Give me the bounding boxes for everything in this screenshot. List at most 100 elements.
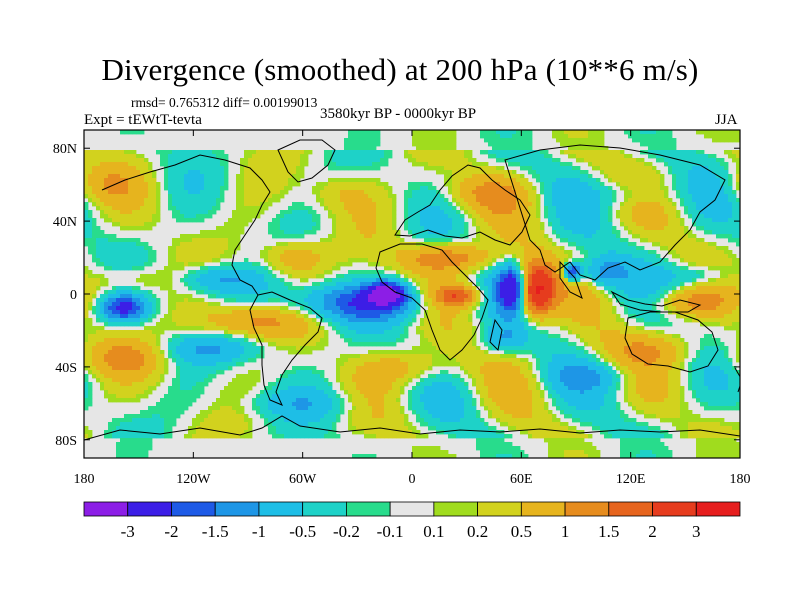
field-cell: [248, 262, 253, 267]
field-cell: [488, 238, 493, 243]
field-cell: [588, 246, 593, 251]
field-cell: [636, 158, 641, 163]
field-cell: [104, 190, 109, 195]
field-cell: [564, 190, 569, 195]
field-cell: [512, 158, 517, 163]
field-cell: [656, 202, 661, 207]
field-cell: [588, 162, 593, 167]
field-cell: [400, 258, 405, 263]
field-cell: [276, 186, 281, 191]
field-cell: [92, 226, 97, 231]
field-cell: [104, 202, 109, 207]
field-cell: [348, 246, 353, 251]
field-cell: [588, 194, 593, 199]
field-cell: [412, 194, 417, 199]
field-cell: [388, 274, 393, 279]
field-cell: [500, 282, 505, 287]
field-cell: [200, 270, 205, 275]
field-cell: [564, 274, 569, 279]
field-cell: [524, 274, 529, 279]
field-cell: [404, 214, 409, 219]
field-cell: [644, 278, 649, 283]
field-cell: [212, 178, 217, 183]
field-cell: [116, 238, 121, 243]
field-cell: [180, 206, 185, 211]
field-cell: [524, 286, 529, 291]
field-cell: [120, 182, 125, 187]
field-cell: [696, 154, 701, 159]
field-cell: [292, 218, 297, 223]
field-cell: [356, 214, 361, 219]
field-cell: [368, 198, 373, 203]
field-cell: [304, 218, 309, 223]
field-cell: [652, 230, 657, 235]
field-cell: [704, 246, 709, 251]
field-cell: [252, 278, 257, 283]
field-cell: [528, 262, 533, 267]
field-cell: [92, 202, 97, 207]
field-cell: [296, 174, 301, 179]
field-cell: [604, 162, 609, 167]
field-cell: [144, 174, 149, 179]
field-cell: [164, 182, 169, 187]
field-cell: [616, 178, 621, 183]
field-cell: [536, 162, 541, 167]
field-cell: [232, 262, 237, 267]
field-cell: [492, 234, 497, 239]
field-cell: [404, 206, 409, 211]
field-cell: [612, 158, 617, 163]
field-cell: [304, 158, 309, 163]
field-cell: [88, 238, 93, 243]
field-cell: [244, 162, 249, 167]
field-cell: [640, 238, 645, 243]
field-cell: [136, 278, 141, 283]
field-cell: [220, 226, 225, 231]
field-cell: [148, 162, 153, 167]
field-cell: [220, 278, 225, 283]
field-cell: [668, 238, 673, 243]
field-cell: [216, 190, 221, 195]
field-cell: [100, 186, 105, 191]
field-cell: [132, 246, 137, 251]
field-cell: [536, 202, 541, 207]
field-cell: [472, 166, 477, 171]
field-cell: [444, 286, 449, 291]
field-cell: [600, 162, 605, 167]
field-cell: [92, 278, 97, 283]
field-cell: [360, 138, 365, 143]
field-cell: [632, 234, 637, 239]
field-cell: [260, 190, 265, 195]
field-cell: [628, 274, 633, 279]
field-cell: [528, 158, 533, 163]
field-cell: [520, 274, 525, 279]
field-cell: [412, 134, 417, 139]
field-cell: [524, 218, 529, 223]
field-cell: [556, 178, 561, 183]
field-cell: [356, 138, 361, 143]
field-cell: [144, 186, 149, 191]
field-cell: [100, 202, 105, 207]
field-cell: [132, 218, 137, 223]
field-cell: [672, 230, 677, 235]
field-cell: [468, 194, 473, 199]
field-cell: [652, 194, 657, 199]
field-cell: [248, 198, 253, 203]
field-cell: [608, 214, 613, 219]
field-cell: [424, 162, 429, 167]
field-cell: [144, 278, 149, 283]
field-cell: [460, 282, 465, 287]
field-cell: [496, 198, 501, 203]
field-cell: [444, 226, 449, 231]
field-cell: [128, 286, 133, 291]
field-cell: [336, 190, 341, 195]
field-cell: [132, 174, 137, 179]
field-cell: [552, 230, 557, 235]
field-cell: [512, 182, 517, 187]
field-cell: [176, 218, 181, 223]
field-cell: [224, 222, 229, 227]
field-cell: [548, 274, 553, 279]
field-cell: [736, 222, 740, 227]
field-cell: [252, 162, 257, 167]
field-cell: [476, 246, 481, 251]
field-cell: [332, 202, 337, 207]
